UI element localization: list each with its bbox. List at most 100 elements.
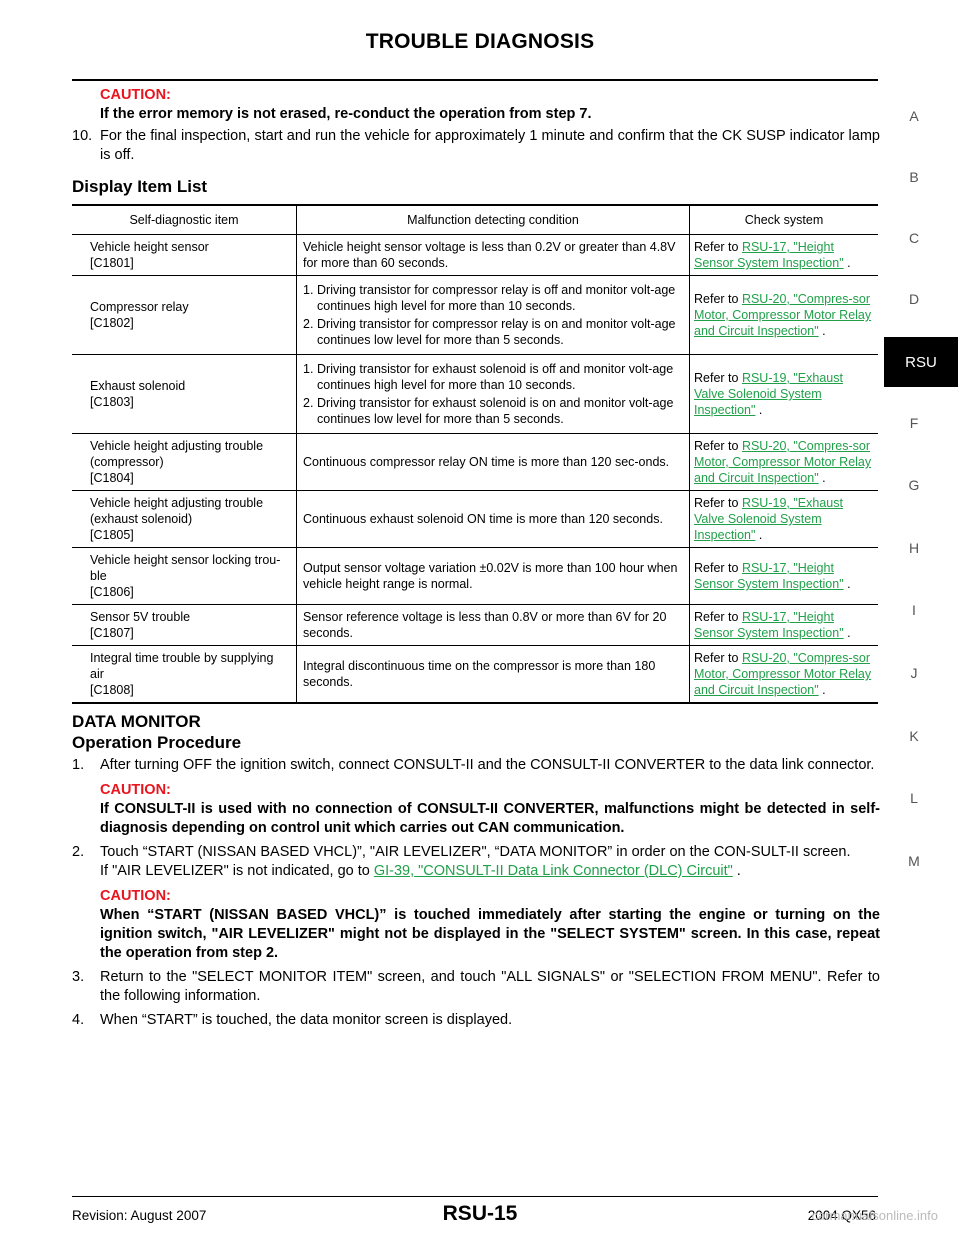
condition-cell: Sensor reference voltage is less than 0.… [296, 604, 690, 646]
refer-link[interactable]: RSU-19, "Exhaust Valve Solenoid System I… [694, 496, 843, 542]
item-cell: Compressor relay [C1802] [72, 275, 297, 355]
item-code: [C1807] [90, 626, 134, 640]
step-number: 1. [72, 757, 85, 773]
section-tab-j[interactable]: J [910, 665, 918, 681]
watermark: carmanualsonline.info [811, 1208, 938, 1223]
note-suffix: . [732, 863, 741, 879]
section-tab-c[interactable]: C [908, 230, 920, 246]
table-row: Vehicle height sensor [C1801] Vehicle he… [72, 234, 878, 276]
caution-label: CAUTION: [100, 87, 171, 103]
refer-suffix: . [755, 528, 763, 542]
refer-link[interactable]: RSU-19, "Exhaust Valve Solenoid System I… [694, 371, 843, 417]
item-qualifier: (exhaust solenoid) [90, 512, 193, 526]
note-prefix: If "AIR LEVELIZER" is not indicated, go … [100, 863, 374, 879]
header-rule [72, 79, 878, 81]
refer-link[interactable]: RSU-17, "Height Sensor System Inspection… [694, 610, 844, 640]
caution-text: When “START (NISSAN BASED VHCL)” is touc… [100, 907, 880, 961]
section-tab-d[interactable]: D [908, 291, 920, 307]
item-name: Integral time trouble by supplying air [90, 651, 274, 681]
check-cell: Refer to RSU-20, "Compres-sor Motor, Com… [689, 433, 878, 491]
step-1: 1. After turning OFF the ignition switch… [72, 756, 880, 775]
section-tab-a[interactable]: A [909, 108, 919, 124]
step-2-note: If "AIR LEVELIZER" is not indicated, go … [72, 862, 880, 881]
section-tab-f[interactable]: F [909, 415, 919, 431]
section-tab-rsu-active[interactable]: RSU [884, 337, 958, 387]
step-2: 2. Touch “START (NISSAN BASED VHCL)”, "A… [72, 843, 880, 862]
check-cell: Refer to RSU-20, "Compres-sor Motor, Com… [689, 645, 878, 704]
step-text: Touch “START (NISSAN BASED VHCL)”, "AIR … [100, 844, 851, 860]
table-row: Compressor relay [C1802] 1. Driving trans… [72, 275, 878, 355]
page-title: TROUBLE DIAGNOSIS [365, 30, 595, 53]
condition-item: 2. Driving transistor for exhaust solenoi… [303, 395, 683, 427]
condition-item: 2. Driving transistor for compressor rela… [303, 316, 683, 348]
table-row: Vehicle height adjusting trouble (compre… [72, 433, 878, 491]
condition-item: 1. Driving transistor for compressor rela… [303, 282, 683, 314]
condition-list: 1. Driving transistor for compressor rela… [303, 282, 683, 348]
item-name: Exhaust solenoid [90, 379, 186, 393]
refer-link[interactable]: RSU-17, "Height Sensor System Inspection… [694, 561, 844, 591]
caution-text: If CONSULT-II is used with no connection… [100, 801, 880, 836]
caution-label: CAUTION: [100, 888, 171, 904]
step-number: 10. [72, 128, 93, 144]
refer-suffix: . [843, 577, 851, 591]
table-row: Vehicle height adjusting trouble (exhaus… [72, 490, 878, 548]
refer-suffix: . [843, 256, 851, 270]
table-row: Vehicle height sensor locking trou-ble [… [72, 547, 878, 605]
item-code: [C1803] [90, 395, 134, 409]
condition-cell: Continuous compressor relay ON time is m… [296, 433, 690, 491]
section-tab-g[interactable]: G [908, 477, 920, 493]
caution-text: If the error memory is not erased, re-co… [100, 106, 592, 122]
refer-link[interactable]: RSU-20, "Compres-sor Motor, Compressor M… [694, 439, 872, 485]
item-name: Compressor relay [90, 300, 189, 314]
item-cell: Vehicle height adjusting trouble (compre… [72, 433, 297, 491]
table-row: Exhaust solenoid [C1803] 1. Driving trans… [72, 354, 878, 434]
item-name: Vehicle height adjusting trouble [90, 439, 264, 453]
display-item-list-heading: Display Item List [72, 177, 208, 196]
item-cell: Exhaust solenoid [C1803] [72, 354, 297, 434]
item-cell: Vehicle height sensor locking trou-ble [… [72, 547, 297, 605]
refer-prefix: Refer to [694, 439, 742, 453]
refer-suffix: . [818, 471, 826, 485]
data-monitor-heading: DATA MONITOR [72, 712, 201, 731]
refer-prefix: Refer to [694, 371, 742, 385]
step-text: For the final inspection, start and run … [100, 128, 880, 163]
note-link[interactable]: GI-39, "CONSULT-II Data Link Connector (… [373, 863, 733, 879]
section-tab-i[interactable]: I [912, 602, 916, 618]
condition-number: 1. [303, 362, 314, 376]
refer-link[interactable]: RSU-20, "Compres-sor Motor, Compressor M… [694, 651, 872, 697]
condition-text: Driving transistor for compressor relay … [317, 283, 676, 313]
item-code: [C1806] [90, 585, 134, 599]
step-number: 2. [72, 844, 85, 860]
item-code: [C1804] [90, 471, 134, 485]
section-tab-m[interactable]: M [908, 853, 920, 869]
step-number: 4. [72, 1012, 85, 1028]
operation-procedure-heading: Operation Procedure [72, 733, 242, 752]
check-cell: Refer to RSU-17, "Height Sensor System I… [689, 234, 878, 276]
step-4: 4. When “START” is touched, the data mon… [72, 1011, 880, 1030]
step-10: 10. For the final inspection, start and … [72, 127, 880, 165]
check-cell: Refer to RSU-19, "Exhaust Valve Solenoid… [689, 490, 878, 548]
condition-cell: 1. Driving transistor for exhaust solenoi… [296, 354, 690, 434]
item-cell: Integral time trouble by supplying air [… [72, 645, 297, 704]
condition-cell: Vehicle height sensor voltage is less th… [296, 234, 690, 276]
refer-suffix: . [818, 683, 826, 697]
item-cell: Sensor 5V trouble [C1807] [72, 604, 297, 646]
section-tab-k[interactable]: K [909, 728, 919, 744]
condition-cell: Integral discontinuous time on the compr… [296, 645, 690, 704]
refer-link[interactable]: RSU-17, "Height Sensor System Inspection… [694, 240, 844, 270]
section-tab-h[interactable]: H [908, 540, 920, 556]
step-3: 3. Return to the "SELECT MONITOR ITEM" s… [72, 968, 880, 1006]
item-cell: Vehicle height adjusting trouble (exhaus… [72, 490, 297, 548]
refer-link[interactable]: RSU-20, "Compres-sor Motor, Compressor M… [694, 292, 872, 338]
refer-suffix: . [843, 626, 851, 640]
condition-text: Driving transistor for compressor relay … [317, 317, 676, 347]
section-tab-b[interactable]: B [909, 169, 919, 185]
condition-text: Driving transistor for exhaust solenoid … [317, 362, 674, 392]
column-header-item: Self-diagnostic item [72, 205, 297, 235]
refer-prefix: Refer to [694, 292, 742, 306]
condition-item: 1. Driving transistor for exhaust solenoi… [303, 361, 683, 393]
check-cell: Refer to RSU-17, "Height Sensor System I… [689, 604, 878, 646]
step-text: Return to the "SELECT MONITOR ITEM" scre… [100, 969, 880, 1004]
section-tab-l[interactable]: L [910, 790, 918, 806]
table-header-row: Self-diagnostic item Malfunction detecti… [72, 205, 878, 235]
